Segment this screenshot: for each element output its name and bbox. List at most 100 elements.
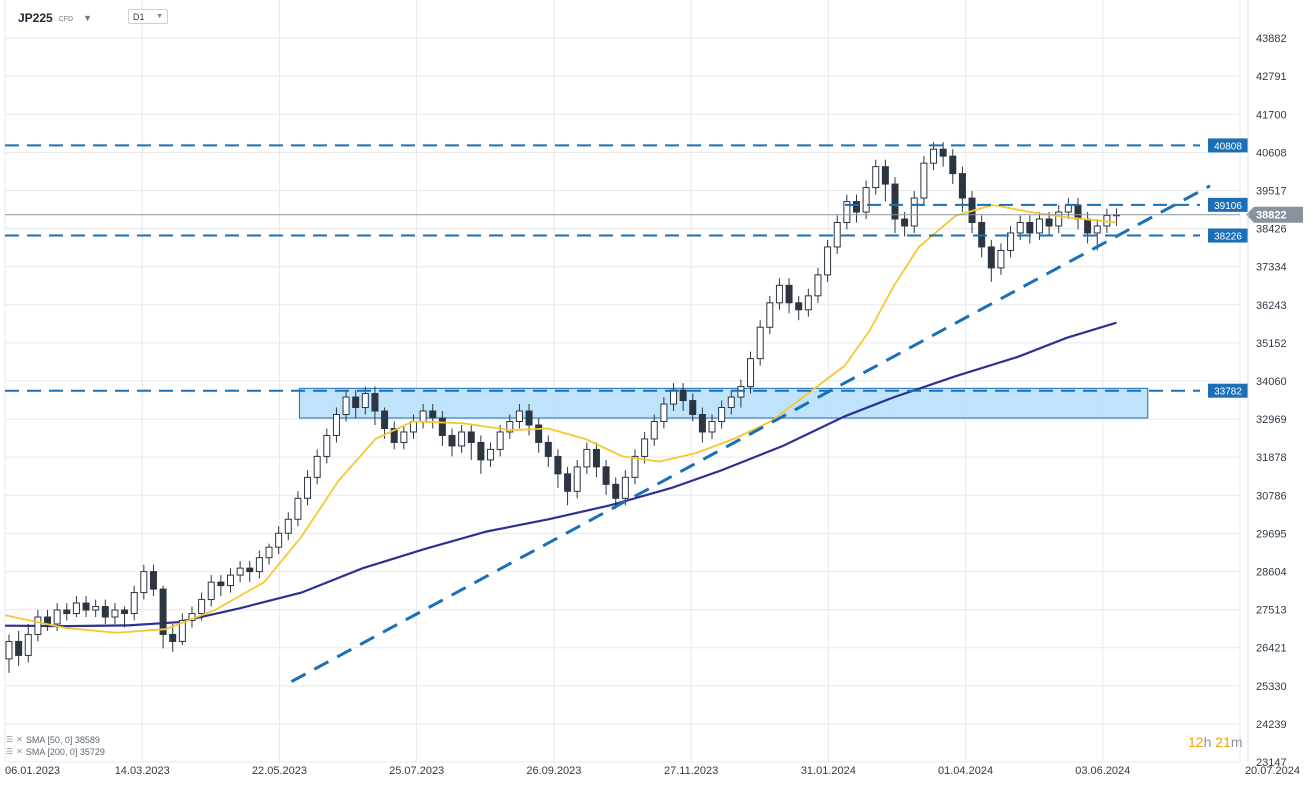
- symbol-name[interactable]: JP225: [18, 11, 53, 25]
- candle-body: [901, 218, 909, 227]
- candle-body: [843, 201, 851, 223]
- candle-body: [227, 574, 234, 587]
- candle-body: [448, 434, 456, 447]
- y-tick-label: 41700: [1256, 109, 1287, 121]
- candle-body: [1074, 204, 1082, 220]
- support-zone: [298, 387, 1149, 419]
- candle-body: [53, 609, 61, 625]
- candle-body: [313, 455, 321, 478]
- candle-body: [458, 431, 466, 447]
- candle-body: [15, 640, 23, 656]
- candle-body: [660, 403, 668, 422]
- candle-body: [496, 431, 504, 450]
- candle-body: [535, 424, 543, 443]
- timeframe-value: D1: [133, 11, 145, 22]
- y-tick-label: 32969: [1256, 414, 1287, 426]
- candle-body: [775, 284, 783, 304]
- candle-body: [178, 619, 186, 642]
- candle-body: [814, 274, 822, 297]
- candle-body: [1016, 221, 1024, 234]
- candle-body: [140, 571, 148, 594]
- candle-body: [1084, 218, 1092, 234]
- support-zone-rect: [298, 387, 1149, 419]
- candle-body: [429, 410, 437, 419]
- candle-body: [689, 400, 697, 416]
- y-tick-label: 27513: [1256, 605, 1287, 617]
- candle-body: [82, 602, 90, 611]
- last-price-label: 38822: [1256, 210, 1287, 222]
- candle-body: [390, 427, 398, 443]
- x-tick-label: 01.04.2024: [938, 765, 993, 777]
- candle-body: [477, 441, 485, 461]
- candle-body: [72, 602, 80, 615]
- countdown-hours: 12: [1188, 734, 1204, 750]
- last-price-tag: [1246, 206, 1303, 223]
- candle-body: [679, 389, 687, 402]
- symbol-dropdown-icon[interactable]: ▼: [83, 13, 93, 23]
- trendline: [290, 184, 1211, 683]
- level-price-label: 33782: [1214, 387, 1242, 398]
- axes: 43882 42791 41700 40608 39517 38426 37334 36243…: [5, 0, 1300, 777]
- horizontal-levels: 40808 39106 38226 33782 38822: [5, 138, 1303, 398]
- symbol-type-tag: CFD: [58, 15, 74, 23]
- candle-body: [554, 455, 562, 475]
- candle-body: [544, 441, 552, 457]
- candle-body: [323, 434, 331, 457]
- remove-indicator-icon[interactable]: ✕: [16, 747, 23, 756]
- y-tick-label: 36243: [1256, 300, 1287, 312]
- legend-sma-200[interactable]: ☰ ✕ SMA [200, 0] 35729: [6, 746, 105, 758]
- candle-body: [862, 187, 870, 213]
- candle-body: [852, 201, 860, 213]
- level-price-tag: [1208, 197, 1248, 212]
- y-tick-label: 34060: [1256, 376, 1287, 388]
- candle-body: [1026, 221, 1034, 234]
- indicator-settings-icon[interactable]: ☰: [6, 735, 14, 744]
- candle-body: [785, 284, 793, 304]
- level-price-tag: [1208, 383, 1248, 398]
- candle-body: [573, 466, 581, 492]
- candle-body: [121, 609, 129, 615]
- chevron-down-icon: ▼: [156, 13, 163, 20]
- y-tick-label: 24239: [1256, 719, 1287, 731]
- y-tick-label: 26421: [1256, 643, 1287, 655]
- y-tick-label: 37334: [1256, 262, 1287, 274]
- y-tick-label: 30786: [1256, 490, 1287, 502]
- candle-body: [1055, 211, 1063, 227]
- candle-body: [169, 633, 177, 642]
- candle-body: [872, 166, 880, 189]
- y-tick-label: 42791: [1256, 71, 1287, 83]
- legend-sma-50-label: SMA [50, 0] 38589: [25, 735, 100, 745]
- candle-body: [130, 592, 138, 615]
- x-tick-label: 31.01.2024: [801, 765, 856, 777]
- candle-body: [698, 414, 706, 433]
- sma-200-line: [4, 321, 1117, 628]
- candle-body: [34, 616, 42, 635]
- candle-body: [824, 246, 832, 276]
- candle-body: [737, 386, 745, 398]
- x-tick-label: 20.07.2024: [1245, 765, 1300, 777]
- candle-body: [564, 473, 572, 492]
- candle-body: [727, 396, 735, 409]
- candle-body: [207, 581, 215, 601]
- indicator-legend: ☰ ✕ SMA [50, 0] 38589 ☰ ✕ SMA [200, 0] 3…: [6, 734, 105, 758]
- candle-body: [487, 448, 495, 461]
- candle-body: [5, 640, 13, 660]
- y-tick-label: 35152: [1256, 338, 1287, 350]
- candle-body: [939, 148, 947, 157]
- candle-body: [631, 455, 639, 478]
- trendline-path: [290, 184, 1211, 683]
- candle-body: [1035, 218, 1043, 234]
- y-tick-label: 23147: [1256, 757, 1287, 769]
- candle-body: [958, 173, 966, 199]
- candle-body: [621, 476, 629, 499]
- timeframe-select[interactable]: D1 ▼: [128, 9, 168, 24]
- candle-body: [294, 497, 302, 520]
- indicator-settings-icon[interactable]: ☰: [6, 747, 14, 756]
- candle-body: [342, 396, 350, 416]
- remove-indicator-icon[interactable]: ✕: [16, 735, 23, 744]
- y-tick-label: 43882: [1256, 33, 1287, 45]
- legend-sma-50[interactable]: ☰ ✕ SMA [50, 0] 38589: [6, 734, 105, 746]
- candle-body: [381, 410, 389, 429]
